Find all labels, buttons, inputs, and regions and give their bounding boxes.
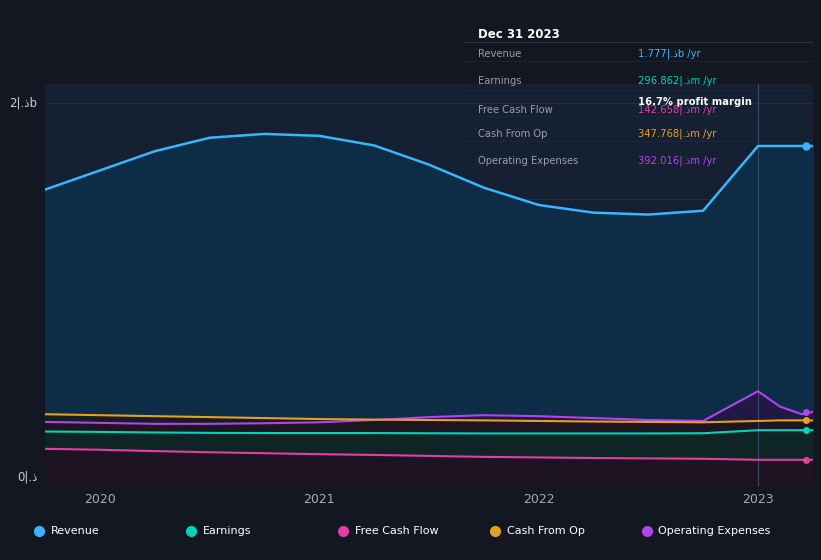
Text: 347.768|.ذm /yr: 347.768|.ذm /yr [639, 129, 717, 139]
Text: 1.777|.ذb /yr: 1.777|.ذb /yr [639, 49, 701, 59]
Text: Cash From Op: Cash From Op [507, 526, 585, 536]
Text: Operating Expenses: Operating Expenses [478, 156, 578, 166]
Text: Operating Expenses: Operating Expenses [658, 526, 771, 536]
Text: 296.862|.ذm /yr: 296.862|.ذm /yr [639, 76, 717, 86]
Text: Earnings: Earnings [203, 526, 251, 536]
Text: Dec 31 2023: Dec 31 2023 [478, 28, 560, 41]
Text: 0|.ذ: 0|.ذ [17, 470, 38, 483]
Text: 392.016|.ذm /yr: 392.016|.ذm /yr [639, 156, 717, 166]
Text: 2|.ذb: 2|.ذb [10, 97, 38, 110]
Text: Free Cash Flow: Free Cash Flow [355, 526, 438, 536]
Text: Free Cash Flow: Free Cash Flow [478, 105, 553, 115]
Text: Cash From Op: Cash From Op [478, 129, 548, 138]
Text: Revenue: Revenue [478, 49, 521, 59]
Text: Earnings: Earnings [478, 76, 521, 86]
Text: 142.658|.ذm /yr: 142.658|.ذm /yr [639, 105, 717, 115]
Text: Revenue: Revenue [51, 526, 99, 536]
Text: 16.7% profit margin: 16.7% profit margin [639, 97, 752, 106]
